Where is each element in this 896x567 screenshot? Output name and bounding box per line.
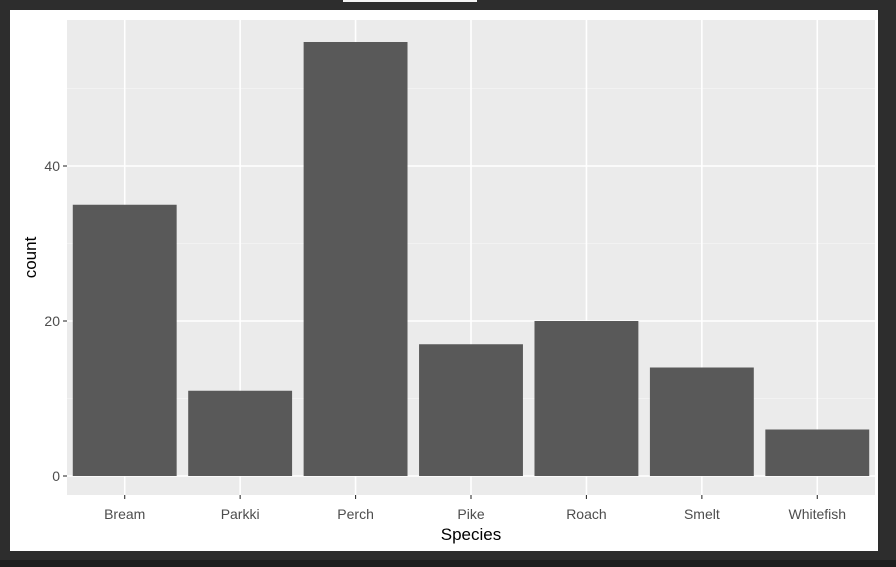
bar-smelt <box>649 367 754 476</box>
x-tick-label: Whitefish <box>788 506 846 522</box>
x-axis-ticks: Bream Parkki Perch Pike Roach Smelt Whitefish <box>104 495 846 522</box>
y-axis-ticks: 0 20 40 <box>44 158 67 484</box>
bar-roach <box>534 321 639 476</box>
y-tick-label: 40 <box>44 158 60 174</box>
bar-bream <box>72 204 177 476</box>
y-tick-label: 0 <box>52 468 60 484</box>
x-axis-title: Species <box>441 525 501 544</box>
x-tick-label: Roach <box>566 506 606 522</box>
x-tick-label: Pike <box>457 506 484 522</box>
y-axis-title: count <box>21 236 40 278</box>
x-tick-label: Perch <box>337 506 374 522</box>
x-tick-label: Bream <box>104 506 145 522</box>
bar-pike <box>419 344 523 476</box>
bar-perch <box>303 42 408 476</box>
window-top-edge <box>343 0 477 2</box>
bars <box>72 42 870 476</box>
x-tick-label: Parkki <box>221 506 260 522</box>
y-tick-label: 20 <box>44 313 60 329</box>
x-tick-label: Smelt <box>684 506 720 522</box>
window-bottom-edge <box>0 560 896 567</box>
bar-whitefish <box>765 429 870 476</box>
bar-parkki <box>188 390 293 476</box>
